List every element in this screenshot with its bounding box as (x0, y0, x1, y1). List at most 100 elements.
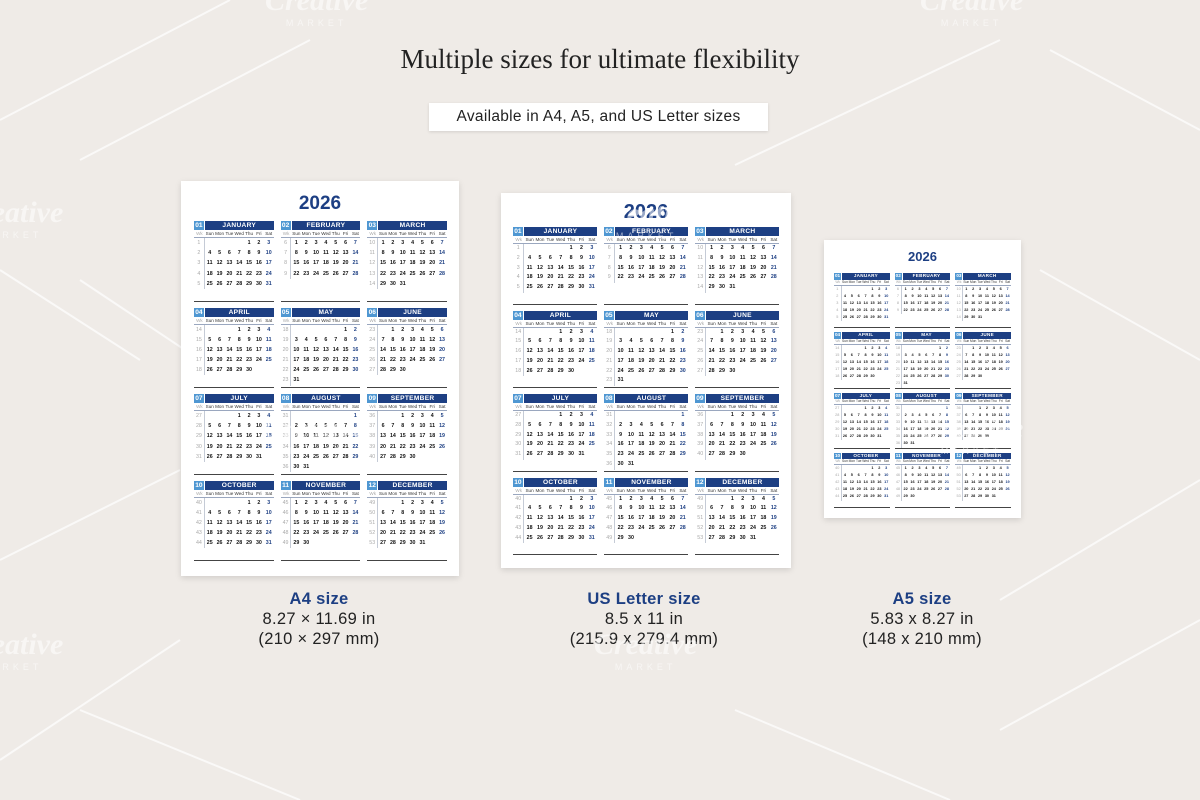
week-number: 18 (895, 344, 903, 353)
weekday-label: Wed (983, 459, 991, 464)
day-cell: 6 (710, 505, 714, 512)
day-cell: 7 (972, 473, 975, 478)
weekday-label: Mon (215, 490, 225, 496)
day-cell: 21 (971, 487, 976, 492)
week-number: 7 (895, 292, 903, 300)
month-block: 03 MARCH Wk Sun Mon Tue Wed Thu Fri Sat 10 1 2 3 4 5 6 7 1… (695, 227, 779, 305)
day-cell: 20 (849, 367, 854, 372)
week-row: 18 26 27 28 29 30 (194, 365, 274, 376)
day-cell: 15 (729, 515, 736, 522)
day-cell: 10 (313, 250, 319, 257)
weekday-label: Tue (312, 490, 320, 496)
day-cell: 8 (871, 293, 874, 298)
week-number: 23 (281, 375, 292, 386)
day-cell: 15 (977, 480, 983, 485)
day-cell (667, 411, 677, 421)
day-cell: 28 (557, 284, 564, 291)
day-cell: 22 (977, 427, 983, 432)
day-cell (769, 283, 779, 293)
day-cell: 8 (569, 505, 573, 512)
day-cell: 13 (964, 480, 969, 485)
day-cell: 7 (353, 240, 357, 246)
weekday-header-row: Wk Sun Mon Tue Wed Thu Fri Sat (695, 403, 779, 411)
week-row: 38 13 14 15 16 17 18 19 (695, 430, 779, 441)
day-cell: 14 (971, 480, 976, 485)
weekday-label: Mon (909, 279, 916, 284)
week-number: 20 (281, 344, 292, 356)
month-days: 36 1 2 3 4 5 37 6 7 8 9 10 11 12 38 13 14 15 16 17 18 19 39 20 2… (367, 411, 447, 475)
week-number: 6 (281, 238, 292, 249)
day-cell: 9 (681, 338, 685, 345)
day-cell: 26 (439, 443, 445, 450)
week-number: 12 (367, 258, 379, 269)
day-cell: 19 (760, 348, 767, 355)
day-cell: 6 (938, 466, 942, 471)
week-number: 5 (513, 283, 525, 293)
day-cell (930, 380, 937, 387)
day-cell: 20 (937, 300, 943, 305)
day-cell: 25 (842, 314, 848, 319)
day-cell: 16 (409, 433, 416, 440)
day-cell: 24 (729, 274, 736, 281)
day-cell (524, 411, 534, 421)
month-days: 14 1 2 3 4 15 5 6 7 8 9 10 11 16 12 13 14 15 16 17 18 17 19 20 2… (834, 344, 890, 389)
week-column-label: Wk (282, 231, 290, 236)
day-cell: 27 (332, 453, 339, 460)
month-name: FEBRUARY (291, 221, 361, 230)
weekday-label: Fri (578, 487, 585, 493)
week-row: 11 8 9 10 11 12 13 14 (955, 292, 1011, 300)
day-cell: 26 (998, 367, 1003, 372)
day-cell: 7 (965, 353, 968, 358)
day-cell: 9 (904, 420, 907, 425)
day-cell (984, 373, 991, 380)
week-row: 52 20 21 22 23 24 25 26 (695, 523, 779, 534)
month-block: 07 JULY Wk Sun Mon Tue Wed Thu Fri Sat 27 1 2 3 4 28 5 6 7… (513, 394, 597, 472)
day-cell: 16 (293, 443, 300, 450)
day-cell: 29 (617, 534, 624, 541)
day-cell: 19 (991, 300, 996, 305)
month-days: 10 1 2 3 4 5 6 7 11 8 9 10 11 12 13 14 12 15 16 17 18 19 20 21 1… (695, 244, 779, 305)
day-cell: 31 (265, 540, 272, 547)
day-cell: 22 (342, 357, 349, 364)
month-block: 07 JULY Wk Sun Mon Tue Wed Thu Fri Sat 27 1 2 3 4 28 5 6 7… (194, 394, 274, 475)
week-number: 30 (834, 426, 842, 434)
day-cell (331, 375, 341, 385)
day-cell (1004, 373, 1011, 380)
day-cell: 23 (617, 451, 624, 458)
day-cell: 23 (399, 357, 406, 364)
week-number: 50 (695, 504, 707, 515)
month-days: 40 1 2 3 41 4 5 6 7 8 9 10 42 11 12 13 14 15 16 17 43 18 19 20 2… (834, 465, 890, 508)
month-days: 27 1 2 3 4 28 5 6 7 8 9 10 11 29 12 13 14 15 16 17 18 30 19 20 2… (513, 411, 597, 472)
day-cell: 22 (729, 441, 736, 448)
weekday-label: Sat (1005, 279, 1011, 284)
day-cell: 3 (304, 423, 308, 430)
day-cell: 26 (1005, 427, 1010, 432)
weekday-header-row: Wk Sun Mon Tue Wed Thu Fri Sat (367, 403, 447, 411)
weekday-label: Thu (331, 317, 340, 323)
weekday-label: Fri (877, 459, 882, 464)
month-header: 11 NOVEMBER (280, 480, 361, 490)
day-cell: 12 (439, 509, 445, 516)
day-cell: 5 (218, 509, 222, 516)
weekday-header-row: Wk Sun Mon Tue Wed Thu Fri Sat (513, 403, 597, 411)
day-cell: 25 (588, 441, 595, 448)
day-cell: 24 (588, 524, 595, 531)
week-number: 8 (281, 258, 292, 269)
day-cell: 12 (648, 431, 655, 438)
weekday-label: Fri (429, 404, 435, 409)
day-cell: 8 (730, 505, 734, 512)
day-cell: 1 (294, 499, 298, 506)
day-cell: 1 (864, 406, 867, 410)
day-cell: 23 (910, 487, 915, 492)
day-cell: 25 (429, 443, 436, 450)
day-cell: 4 (639, 421, 643, 428)
week-row: 44 25 26 27 28 29 30 31 (513, 533, 597, 544)
month-days: 1 1 2 3 2 4 5 6 7 8 9 10 3 11 12 13 14 15 16 17 4 18 19 20 21 22 2… (834, 285, 890, 329)
weekday-label: Sun (707, 237, 716, 242)
day-cell: 11 (884, 413, 889, 418)
day-cell (311, 325, 321, 335)
month-header: 08 AUGUST (280, 394, 361, 403)
week-row: 20 10 11 12 13 14 15 16 (895, 359, 951, 367)
week-row: 15 5 6 7 8 9 10 11 (834, 352, 890, 360)
day-cell: 4 (761, 412, 765, 418)
